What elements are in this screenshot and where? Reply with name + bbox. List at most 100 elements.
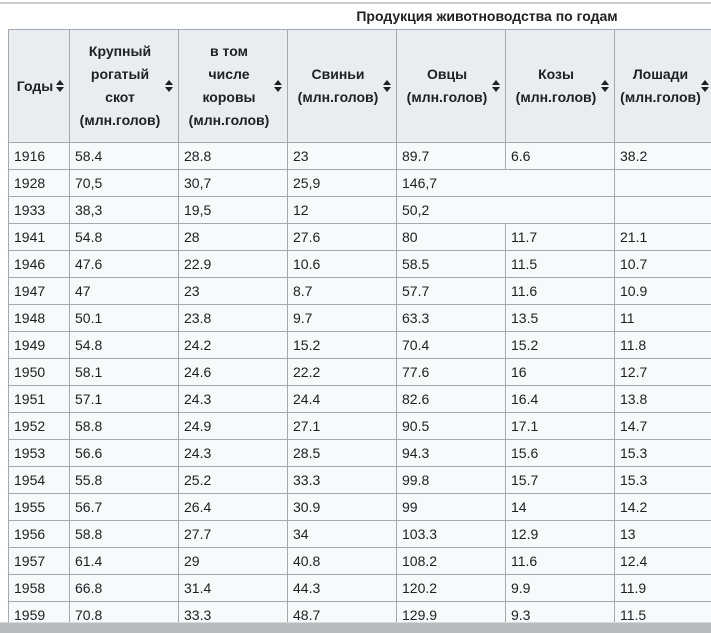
data-cell: 21.1 [614,223,711,251]
data-cell: 38.2 [614,142,711,170]
column-header-sheep[interactable]: Овцы (млн.голов) [396,29,506,143]
data-cell: 27.6 [287,223,397,251]
data-cell: 146,7 [396,169,615,197]
data-cell: 24.9 [178,412,288,440]
table-row: 1941 54.8 28 27.6 80 11.7 21.1 [8,223,711,251]
data-cell: 57.1 [69,385,179,413]
data-cell: 24.4 [287,385,397,413]
data-cell: 25.2 [178,466,288,494]
data-cell: 24.3 [178,439,288,467]
sort-arrows-icon[interactable] [164,80,173,92]
year-cell: 1941 [8,223,70,251]
year-cell: 1958 [8,574,70,602]
data-cell: 11.9 [614,574,711,602]
data-cell: 12 [287,196,397,224]
year-cell: 1951 [8,385,70,413]
data-cell: 61.4 [69,547,179,575]
data-cell: 13 [614,520,711,548]
data-cell: 11.6 [505,277,615,305]
data-cell: 27.7 [178,520,288,548]
table-row: 1952 58.8 24.9 27.1 90.5 17.1 14.7 [8,412,711,440]
table-row: 1949 54.8 24.2 15.2 70.4 15.2 11.8 [8,331,711,359]
sort-arrows-icon[interactable] [55,80,64,92]
data-cell: 11.7 [505,223,615,251]
table-row: 1928 70,5 30,7 25,9 146,7 [8,169,711,197]
table-row: 1954 55.8 25.2 33.3 99.8 15.7 15.3 [8,466,711,494]
data-cell: 54.8 [69,223,179,251]
table-row: 1947 47 23 8.7 57.7 11.6 10.9 [8,277,711,305]
data-cell: 16 [505,358,615,386]
table-body: 1916 58.4 28.8 23 89.7 6.6 38.2 1928 70,5 30,7 25,… [8,142,711,629]
table-row: 1953 56.6 24.3 28.5 94.3 15.6 15.3 [8,439,711,467]
sort-arrows-icon[interactable] [600,80,609,92]
data-cell: 30,7 [178,169,288,197]
data-cell: 8.7 [287,277,397,305]
column-header-label: Годы [16,77,54,94]
sort-arrows-icon[interactable] [700,80,709,92]
year-cell: 1953 [8,439,70,467]
data-cell: 15.3 [614,439,711,467]
data-cell: 9.9 [505,574,615,602]
column-header-label: Крупный рогатый скот (млн.голов) [79,43,161,128]
year-cell: 1916 [8,142,70,170]
data-cell: 30.9 [287,493,397,521]
column-header-goats[interactable]: Козы (млн.голов) [505,29,615,143]
column-header-cows[interactable]: в том числе коровы (млн.голов) [178,29,288,143]
column-header-pigs[interactable]: Свиньи (млн.голов) [287,29,397,143]
sort-arrows-icon[interactable] [382,80,391,92]
data-cell: 15.2 [287,331,397,359]
data-cell: 66.8 [69,574,179,602]
data-cell: 47 [69,277,179,305]
data-cell [614,169,711,197]
table-row: 1957 61.4 29 40.8 108.2 11.6 12.4 [8,547,711,575]
sort-arrows-icon[interactable] [491,80,500,92]
top-border-line [0,2,711,4]
column-header-horses[interactable]: Лошади (млн.голов) [614,29,711,143]
data-cell: 82.6 [396,385,506,413]
data-cell: 11.5 [505,250,615,278]
year-cell: 1955 [8,493,70,521]
data-cell: 28.8 [178,142,288,170]
data-cell: 23 [178,277,288,305]
year-cell: 1928 [8,169,70,197]
data-cell: 58.4 [69,142,179,170]
data-cell: 12.7 [614,358,711,386]
data-cell: 120.2 [396,574,506,602]
data-cell: 10.7 [614,250,711,278]
data-cell: 29 [178,547,288,575]
year-cell: 1952 [8,412,70,440]
sort-arrows-icon[interactable] [273,80,282,92]
table-row: 1950 58.1 24.6 22.2 77.6 16 12.7 [8,358,711,386]
data-cell: 10.9 [614,277,711,305]
year-cell: 1948 [8,304,70,332]
data-cell: 58.8 [69,412,179,440]
data-cell: 54.8 [69,331,179,359]
column-header-years[interactable]: Годы [8,29,70,143]
data-cell: 23 [287,142,397,170]
data-cell: 14.2 [614,493,711,521]
data-cell: 58.5 [396,250,506,278]
data-cell: 11.8 [614,331,711,359]
data-cell: 50,2 [396,196,615,224]
data-cell: 10.6 [287,250,397,278]
data-cell: 27.1 [287,412,397,440]
data-cell: 70.4 [396,331,506,359]
data-cell: 77.6 [396,358,506,386]
data-cell: 15.7 [505,466,615,494]
year-cell: 1954 [8,466,70,494]
data-cell: 56.7 [69,493,179,521]
data-cell: 15.3 [614,466,711,494]
column-header-cattle[interactable]: Крупный рогатый скот (млн.голов) [69,29,179,143]
table-row: 1956 58.8 27.7 34 103.3 12.9 13 [8,520,711,548]
year-cell: 1947 [8,277,70,305]
data-cell: 22.2 [287,358,397,386]
table-caption: Продукция животноводства по годам [356,8,618,24]
data-cell: 34 [287,520,397,548]
data-cell: 33.3 [287,466,397,494]
table-row: 1951 57.1 24.3 24.4 82.6 16.4 13.8 [8,385,711,413]
data-cell: 44.3 [287,574,397,602]
data-cell: 23.8 [178,304,288,332]
data-cell: 55.8 [69,466,179,494]
horizontal-scrollbar[interactable] [0,622,711,633]
data-cell: 108.2 [396,547,506,575]
